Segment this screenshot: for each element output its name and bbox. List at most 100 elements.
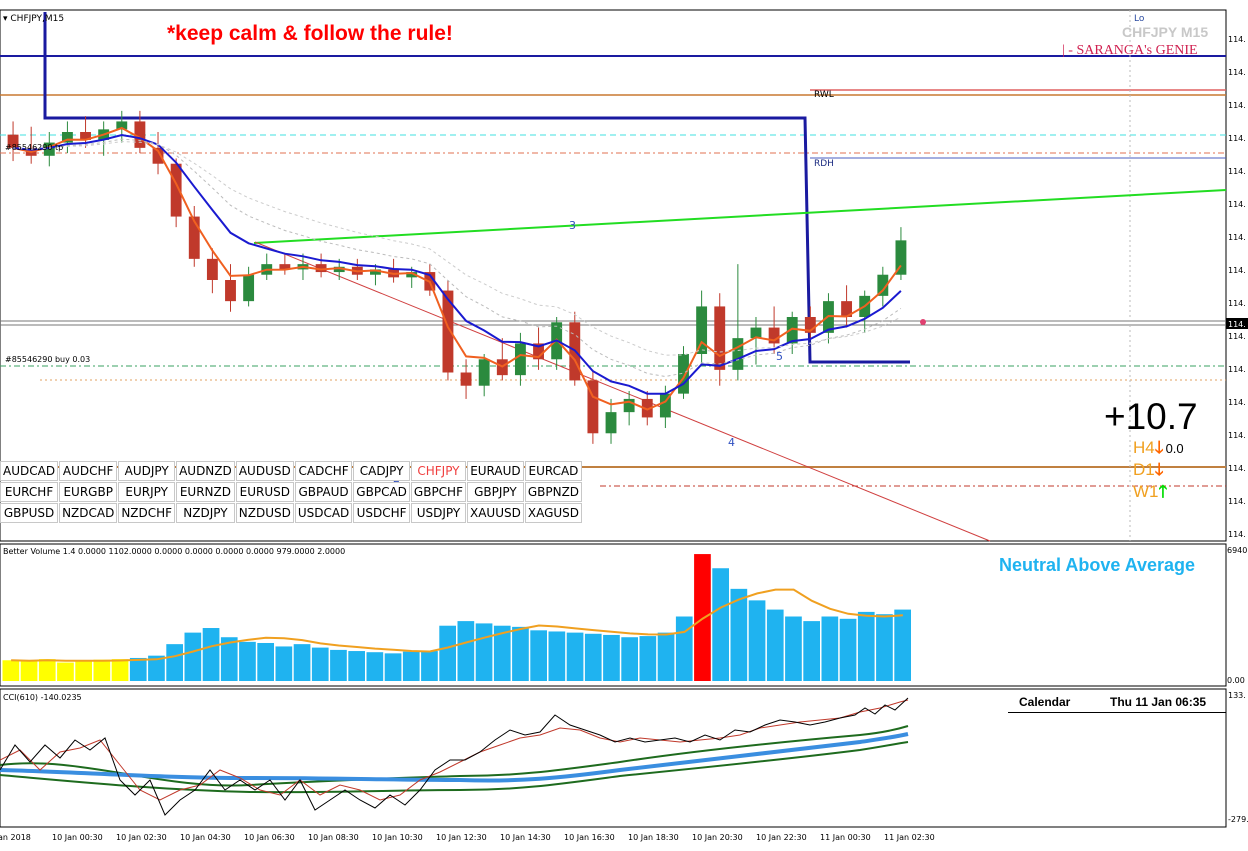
volume-bar	[20, 661, 38, 681]
symbol-button-chfjpy[interactable]: CHFJPY	[410, 461, 466, 481]
volume-bar	[75, 660, 92, 681]
symbol-switcher: AUDCAD AUDCHF AUDJPY AUDNZD AUDUSD CADCHF CADJ…	[0, 461, 583, 523]
calendar-datetime: Thu 11 Jan 06:35	[1110, 695, 1207, 709]
volume-bar	[803, 621, 820, 681]
price-tick-label: 114.	[1228, 101, 1246, 110]
cci-axis-top: 133.	[1228, 691, 1246, 700]
price-axis: 114. 114. 114. 114. 114. 114. 114. 114. …	[1226, 35, 1248, 539]
symbol-button-nzdjpy[interactable]: NZDJPY	[176, 503, 235, 523]
symbol-button-gbpaud[interactable]: GBPAUD	[294, 482, 353, 502]
symbol-button-euraud[interactable]: EURAUD	[466, 461, 524, 481]
symbol-button-audchf[interactable]: AUDCHF	[59, 461, 118, 481]
price-tick-label: 114.	[1228, 332, 1246, 341]
buy-order-label: #85546290 buy 0.03	[5, 355, 91, 364]
symbol-button-usdcad[interactable]: USDCAD	[294, 503, 353, 523]
price-tick-label: 114.	[1228, 167, 1246, 176]
volume-bar	[603, 634, 620, 681]
trend-row-w1: W1🡑	[1133, 479, 1167, 508]
volume-bar	[184, 632, 202, 681]
symbol-button-nzdcad[interactable]: NZDCAD	[59, 503, 118, 523]
time-tick-label: 10 Jan 12:30	[436, 833, 487, 842]
candle-body	[750, 327, 762, 339]
volume-bar	[785, 616, 802, 681]
symbol-button-audjpy[interactable]: AUDJPY	[118, 461, 176, 481]
trend-timeframe-label: H4	[1133, 438, 1155, 457]
candle-body	[533, 343, 544, 360]
trendline-green	[253, 189, 1227, 244]
price-tick-label: 114.	[1228, 200, 1246, 209]
symbol-button-gbpnzd[interactable]: GBPNZD	[524, 482, 583, 502]
symbol-button-gbpcad[interactable]: GBPCAD	[353, 482, 410, 502]
candle-body	[623, 398, 635, 413]
symbol-button-gbpusd[interactable]: GBPUSD	[0, 503, 59, 523]
volume-indicator-label: Better Volume 1.4 0.0000 1102.0000 0.000…	[3, 547, 346, 556]
candle-body	[587, 380, 599, 434]
symbol-button-eurcad[interactable]: EURCAD	[524, 461, 583, 481]
price-tick-label: 114.	[1228, 134, 1246, 143]
trend-timeframe-label: W1	[1133, 482, 1159, 501]
symbol-button-eurchf[interactable]: EURCHF	[0, 482, 59, 502]
trendline-red	[254, 241, 991, 542]
time-tick-label: 10 Jan 20:30	[692, 833, 743, 842]
volume-bar	[220, 637, 238, 681]
symbol-button-gbpchf[interactable]: GBPCHF	[410, 482, 466, 502]
symbol-button-audusd[interactable]: AUDUSD	[235, 461, 294, 481]
candle-body	[206, 258, 218, 280]
candle-body	[696, 306, 708, 354]
symbol-button-usdjpy[interactable]: USDJPY	[410, 503, 466, 523]
cci-line	[0, 697, 909, 816]
volume-bar	[730, 588, 748, 681]
symbol-button-nzdchf[interactable]: NZDCHF	[118, 503, 176, 523]
symbol-button-eurnzd[interactable]: EURNZD	[176, 482, 235, 502]
candle-body	[134, 121, 146, 148]
symbol-button-audcad[interactable]: AUDCAD	[0, 461, 59, 481]
trend-row-h4: H4🡓 0.0	[1133, 435, 1184, 464]
volume-status: Neutral Above Average	[999, 555, 1196, 575]
volume-bar	[402, 651, 420, 681]
time-tick-label: 10 Jan 04:30	[180, 833, 231, 842]
price-tick-label: 114.	[1228, 266, 1246, 275]
candle-body	[333, 266, 345, 273]
price-tick-label: 114.	[1228, 464, 1246, 473]
price-marker-dot	[920, 319, 926, 325]
volume-bar	[839, 618, 857, 681]
candle-body	[895, 240, 907, 275]
corner-label: Lo	[1134, 14, 1145, 24]
tp-order-label: #85546290 tp	[5, 143, 64, 152]
symbol-button-cadjpy[interactable]: CADJPY	[353, 461, 410, 481]
volume-bar	[348, 651, 365, 681]
symbol-button-usdchf[interactable]: USDCHF	[353, 503, 410, 523]
symbol-button-eurjpy[interactable]: EURJPY	[118, 482, 176, 502]
symbol-button-audnzd[interactable]: AUDNZD	[176, 461, 235, 481]
symbol-button-gbpjpy[interactable]: GBPJPY	[466, 482, 524, 502]
symbol-button-eurgbp[interactable]: EURGBP	[59, 482, 118, 502]
symbol-button-xauusd[interactable]: XAUUSD	[466, 503, 524, 523]
candle-body	[370, 269, 381, 275]
volume-bar	[548, 631, 566, 681]
candle-body	[442, 290, 454, 373]
cci-ma-green-upper	[0, 725, 909, 787]
candle-body	[116, 121, 128, 130]
price-tick-label: 114.	[1228, 431, 1246, 440]
time-tick-label: 11 Jan 00:30	[820, 833, 871, 842]
symbol-button-nzdusd[interactable]: NZDUSD	[235, 503, 294, 523]
volume-bar	[202, 628, 220, 681]
symbol-button-eurusd[interactable]: EURUSD	[235, 482, 294, 502]
volume-bar	[2, 660, 20, 681]
candle-body	[80, 132, 91, 140]
cci-ma-green-lower	[0, 741, 909, 794]
symbol-button-xagusd[interactable]: XAGUSD	[524, 503, 583, 523]
candle-body	[279, 264, 291, 270]
volume-bar	[621, 637, 638, 681]
volume-bar	[894, 609, 911, 681]
volume-bar	[330, 649, 347, 681]
candle-body	[406, 272, 418, 278]
candle-body	[315, 264, 327, 273]
symbol-button-cadchf[interactable]: CADCHF	[294, 461, 353, 481]
calendar-widget: Calendar Thu 11 Jan 06:35	[1008, 692, 1226, 713]
volume-axis-bottom: 0.00	[1227, 676, 1245, 685]
moving-averages	[12, 126, 902, 411]
volume-bar	[657, 632, 675, 681]
volume-bar	[475, 623, 493, 681]
volume-bar	[366, 652, 384, 681]
